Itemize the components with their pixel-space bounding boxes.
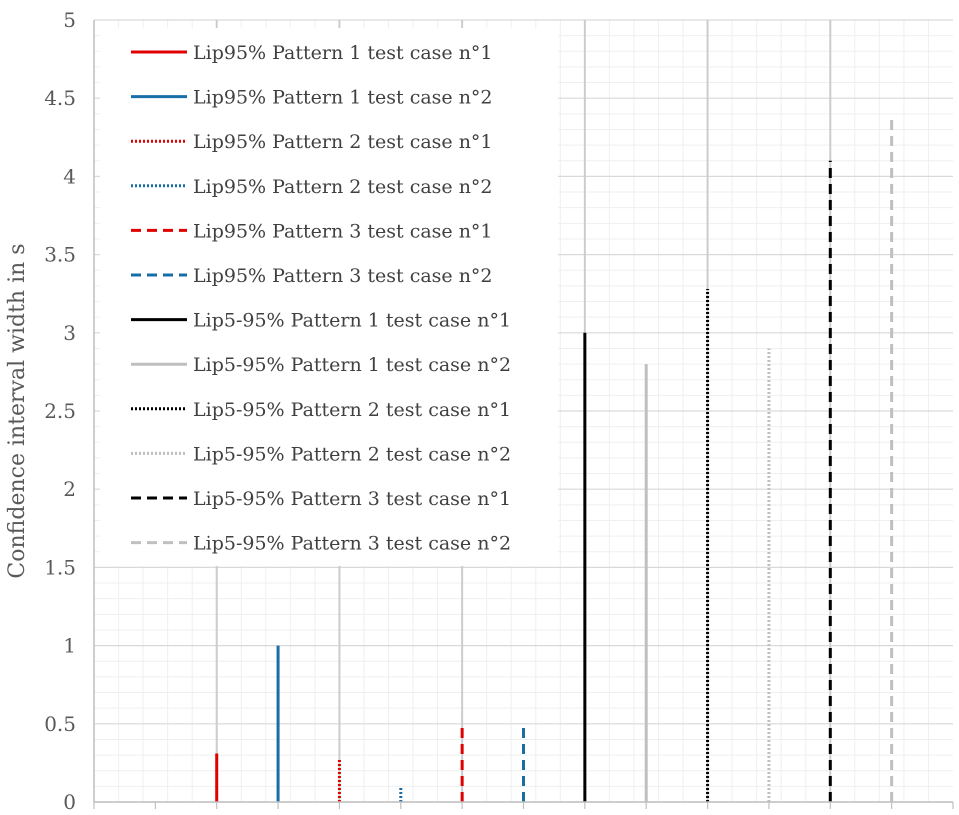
y-tick-label: 5 (63, 8, 76, 32)
y-tick-label: 3.5 (44, 243, 76, 267)
y-tick-label: 2 (63, 477, 76, 501)
y-tick-label: 0 (63, 790, 76, 814)
legend-label: Lip95% Pattern 3 test case n°1 (193, 220, 493, 242)
legend-label: Lip5-95% Pattern 3 test case n°2 (193, 533, 511, 555)
y-tick-label: 1 (63, 634, 76, 658)
y-tick-label: 3 (63, 321, 76, 345)
legend-label: Lip95% Pattern 3 test case n°2 (193, 265, 493, 287)
legend-box (100, 28, 558, 566)
legend-label: Lip95% Pattern 1 test case n°2 (193, 87, 493, 109)
legend-label: Lip5-95% Pattern 3 test case n°1 (193, 488, 511, 510)
legend: Lip95% Pattern 1 test case n°1 Lip95% Pat… (131, 42, 511, 555)
legend-label: Lip5-95% Pattern 1 test case n°1 (193, 310, 511, 332)
y-tick-label: 2.5 (44, 399, 76, 423)
legend-label: Lip5-95% Pattern 1 test case n°2 (193, 354, 511, 376)
legend-label: Lip95% Pattern 1 test case n°1 (193, 42, 493, 64)
axis (93, 20, 954, 809)
y-tick-label: 4 (63, 164, 76, 188)
legend-label: Lip95% Pattern 2 test case n°1 (193, 131, 493, 153)
legend-label: Lip95% Pattern 2 test case n°2 (193, 176, 493, 198)
y-tick-label: 0.5 (44, 712, 76, 736)
y-tick-label: 4.5 (44, 86, 76, 110)
y-axis-label: Confidence interval width in s (5, 243, 30, 578)
y-tick-label: 1.5 (44, 555, 76, 579)
legend-label: Lip5-95% Pattern 2 test case n°1 (193, 399, 511, 421)
legend-background (100, 28, 558, 566)
y-tick-labels: 0 0.5 1 1.5 2 2.5 3 3.5 4 4.5 5 (44, 8, 76, 814)
bars (215, 116, 894, 802)
legend-label: Lip5-95% Pattern 2 test case n°2 (193, 443, 511, 465)
